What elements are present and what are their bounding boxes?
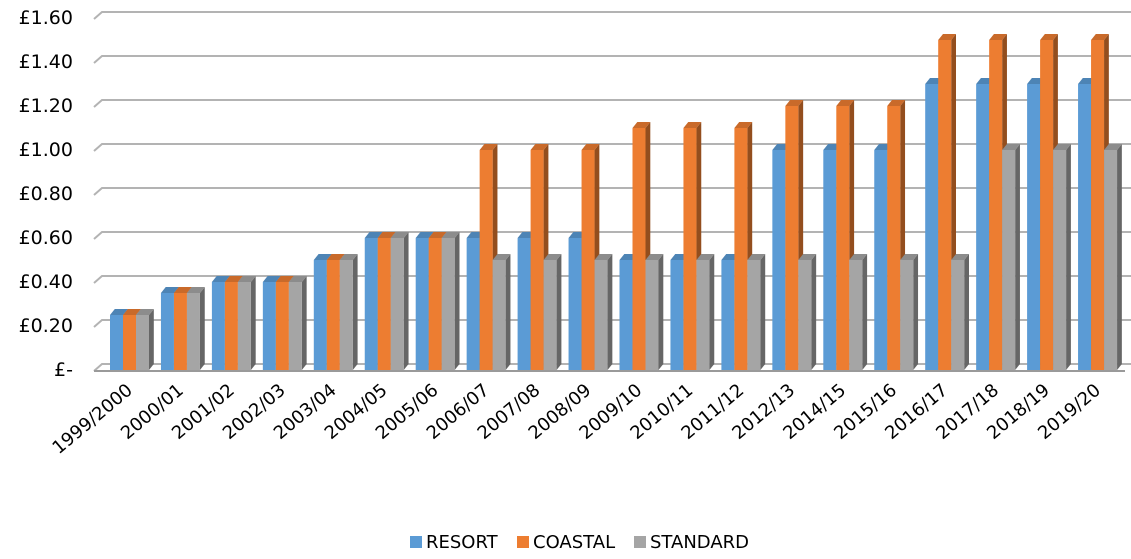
- bar-standard-2004-05: [390, 232, 409, 370]
- legend-label-coastal: COASTAL: [533, 532, 615, 553]
- bar-standard-2002-03: [288, 276, 307, 370]
- legend-label-resort: RESORT: [426, 532, 499, 553]
- gridline: [93, 231, 1131, 240]
- bar-standard-2017-18: [1002, 144, 1020, 370]
- bar-standard-2015-16: [900, 254, 919, 370]
- gridline: [93, 11, 1131, 20]
- y-tick-label: £1.20: [19, 95, 73, 117]
- gridlines: [93, 11, 1131, 372]
- y-tick-label: £0.60: [19, 227, 73, 249]
- x-axis-ticks: 1999/20002000/012001/022002/032003/04200…: [48, 380, 1104, 459]
- legend-swatch-coastal: [517, 536, 529, 548]
- y-tick-label: £0.20: [19, 315, 73, 337]
- y-tick-label: £1.40: [19, 51, 73, 73]
- x-tick-label: 1999/2000: [48, 380, 136, 459]
- bar-coastal-2015-16: [887, 100, 906, 370]
- bar-standard-2005-06: [441, 232, 460, 370]
- bar-standard-2018-19: [1053, 144, 1071, 370]
- gridline: [93, 99, 1131, 108]
- gridline: [93, 55, 1131, 64]
- bar-standard-2016-17: [951, 254, 969, 370]
- bar-standard-2012-13: [798, 254, 817, 370]
- y-axis-ticks: £- £0.20 £0.40 £0.60 £0.80 £1.00 £1.20 £1.40 £1.…: [19, 7, 73, 381]
- legend: RESORT COASTAL STANDARD: [410, 532, 749, 553]
- gridline: [93, 187, 1131, 196]
- legend-label-standard: STANDARD: [650, 532, 749, 553]
- legend-swatch-standard: [634, 536, 646, 548]
- bar-standard-2019-20: [1104, 144, 1122, 370]
- bar-standard-2014-15: [849, 254, 868, 370]
- bar-standard-2001-02: [237, 276, 256, 370]
- gridline: [93, 143, 1131, 152]
- bar-standard-2008-09: [594, 254, 613, 370]
- bar-standard-1999-2000: [136, 309, 154, 370]
- bar-standard-2006-07: [492, 254, 511, 370]
- bars: [110, 34, 1122, 370]
- y-tick-label: £1.00: [19, 139, 73, 161]
- bar-coastal-2011-12: [734, 122, 753, 370]
- bar-standard-2011-12: [747, 254, 766, 370]
- bar-coastal-2010-11: [683, 122, 702, 370]
- bar-standard-2009-10: [645, 254, 664, 370]
- y-tick-label: £0.40: [19, 271, 73, 293]
- y-tick-label: £0.80: [19, 183, 73, 205]
- y-tick-label: £-: [54, 359, 73, 381]
- bar-standard-2003-04: [339, 254, 358, 370]
- bar-standard-2007-08: [543, 254, 562, 370]
- legend-swatch-resort: [410, 536, 422, 548]
- bar-standard-2000-01: [186, 287, 205, 370]
- bar-standard-2010-11: [696, 254, 715, 370]
- y-tick-label: £1.60: [19, 7, 73, 29]
